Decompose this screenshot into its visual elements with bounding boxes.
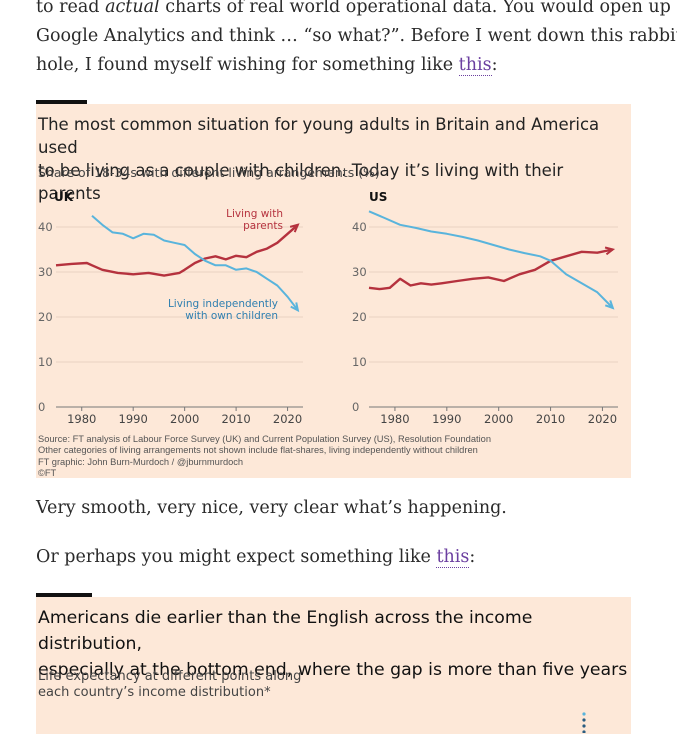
uk-series-parents <box>55 223 299 277</box>
figure1-panel: The most common situation for young adul… <box>36 104 631 478</box>
intro-line-3-post: : <box>491 55 498 75</box>
smooth-paragraph: Very smooth, very nice, very clear what’… <box>36 498 507 518</box>
figure1-notes: Source: FT analysis of Labour Force Surv… <box>38 434 491 480</box>
uk-series-arrow <box>289 223 300 233</box>
intro-line-3: hole, I found myself wishing for somethi… <box>36 51 497 80</box>
scroll-indicator-icon <box>582 712 586 733</box>
uk-x-tick-label: 1980 <box>67 412 96 426</box>
figure2-top-rule <box>36 593 92 597</box>
us-series-arrow <box>604 246 616 256</box>
uk-y-tick-label: 0 <box>38 400 45 414</box>
us-x-tick-label: 2010 <box>536 412 565 426</box>
uk-series-arrow <box>290 302 300 313</box>
figure1-source-note: Source: FT analysis of Labour Force Surv… <box>38 434 492 444</box>
uk-chart: UK 0 10 20 30 40 1980 1990 2000 2010 2020 Living wi… <box>38 190 303 426</box>
intro-line-1-emphasis: actual <box>105 0 160 17</box>
figure2-title: Americans die earlier than the English a… <box>38 605 631 683</box>
uk-y-tick-label: 10 <box>38 355 53 369</box>
us-chart: US 0 10 20 30 40 1980 1990 2000 2010 2020 <box>352 190 618 426</box>
uk-y-tick-label: 20 <box>38 310 53 324</box>
uk-series-independent <box>91 215 299 311</box>
uk-x-tick-label: 2020 <box>273 412 302 426</box>
figure1-top-rule <box>36 100 87 104</box>
figure2-subtitle-line-1: Life expectancy at different points alon… <box>38 669 302 684</box>
us-y-tick-label: 30 <box>352 265 367 279</box>
uk-y-tick-label: 30 <box>38 265 53 279</box>
us-x-tick-label: 2000 <box>484 412 513 426</box>
intro-line-1-pre: to read <box>36 0 106 17</box>
us-series-independent <box>368 210 614 309</box>
perhaps-this-link[interactable]: this <box>436 547 470 568</box>
us-y-tick-label: 40 <box>352 220 367 234</box>
us-panel-label: US <box>369 190 387 204</box>
uk-independent-label: Living independently with own children <box>168 298 278 322</box>
intro-line-2: Google Analytics and think … “so what?”.… <box>36 26 677 46</box>
intro-line-1: to read actual charts of real world oper… <box>36 0 671 22</box>
figure2-title-line-1: Americans die earlier than the English a… <box>38 608 533 654</box>
figure2-panel: Americans die earlier than the English a… <box>36 597 631 734</box>
perhaps-line: Or perhaps you might expect something li… <box>36 543 475 572</box>
intro-line-3-pre: hole, I found myself wishing for somethi… <box>36 55 459 75</box>
figure2-subtitle-line-2: each country’s income distribution* <box>38 685 271 700</box>
figure2-title-line-2: especially at the bottom end, where the … <box>38 660 628 680</box>
us-y-tick-label: 20 <box>352 310 367 324</box>
uk-parents-label: Living with parents <box>226 208 283 232</box>
uk-y-tick-label: 40 <box>38 220 53 234</box>
figure1-credit-note: FT graphic: John Burn-Murdoch / @jburnmu… <box>38 456 244 467</box>
perhaps-pre: Or perhaps you might expect something li… <box>36 547 437 567</box>
uk-x-tick-label: 2010 <box>221 412 250 426</box>
us-x-tick-label: 1990 <box>432 412 461 426</box>
uk-panel-label: UK <box>54 190 74 204</box>
figure1-other-note: Other categories of living arrangements … <box>38 445 478 456</box>
figure1-title-line-1: The most common situation for young adul… <box>38 115 600 157</box>
figure1-copyright-note: ©FT <box>38 468 57 479</box>
us-y-tick-label: 10 <box>352 355 367 369</box>
intro-line-1-post: charts of real world operational data. Y… <box>159 0 671 17</box>
figure1-title-line-2: to be living as a couple with children. … <box>38 161 564 203</box>
perhaps-post: : <box>469 547 476 567</box>
figure1-subtitle: Share of 18-34s with different living ar… <box>38 165 380 180</box>
figure1-title: The most common situation for young adul… <box>38 113 631 205</box>
us-y-tick-label: 0 <box>352 400 359 414</box>
us-series-arrow <box>604 300 615 310</box>
figure2-subtitle: Life expectancy at different points alon… <box>38 669 301 701</box>
intro-this-link[interactable]: this <box>458 55 492 76</box>
us-series-parents <box>368 248 614 291</box>
us-x-tick-label: 1980 <box>380 412 409 426</box>
uk-x-tick-label: 1990 <box>119 412 148 426</box>
uk-x-tick-label: 2000 <box>170 412 199 426</box>
us-x-tick-label: 2020 <box>588 412 617 426</box>
